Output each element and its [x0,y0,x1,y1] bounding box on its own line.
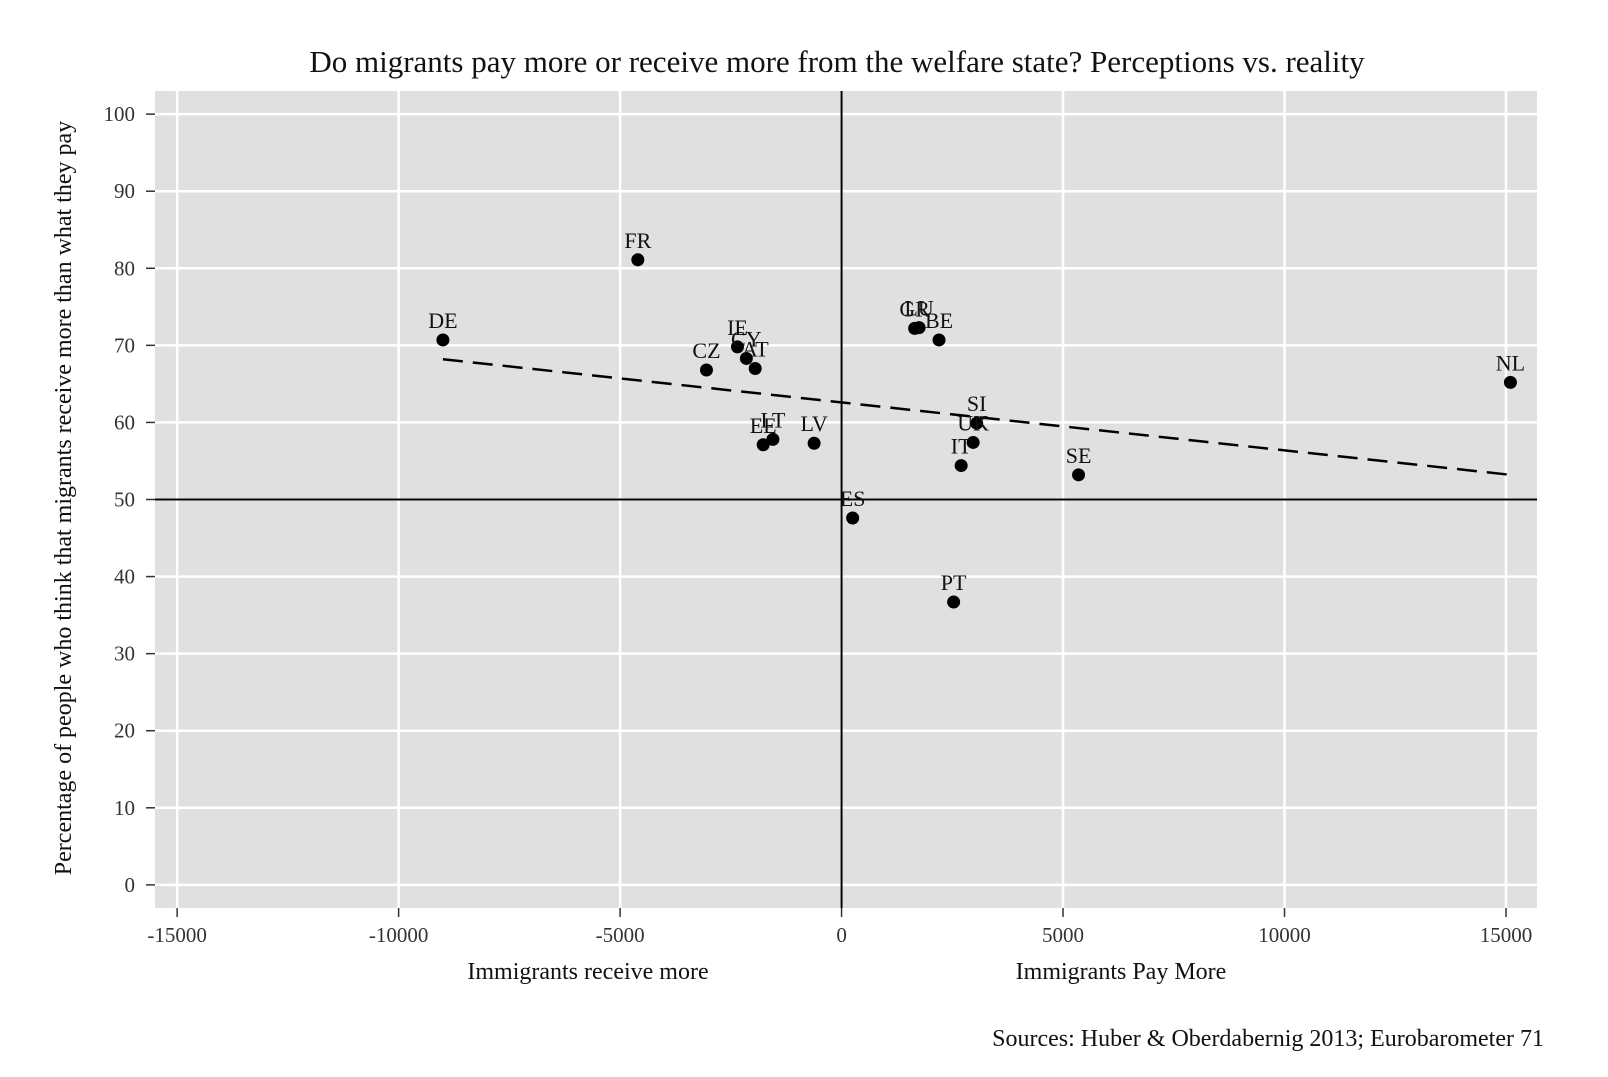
x-tick-label: 15000 [1480,923,1533,947]
data-point-be [932,333,946,347]
point-label-gr: GR [899,296,930,321]
y-tick-label: 0 [125,873,136,897]
data-point-lu [912,321,926,335]
point-label-es: ES [840,486,866,511]
point-label-cy: CY [731,326,762,351]
chart-title: Do migrants pay more or receive more fro… [309,44,1365,79]
reference-lines [155,91,1537,908]
point-label-de: DE [428,308,457,333]
y-tick-label: 20 [114,719,135,743]
point-label-it: IT [951,434,972,459]
point-label-lt: LT [760,407,785,432]
y-tick-label: 60 [114,410,135,434]
x-axis-ticks: -15000 -10000 -5000 0 5000 10000 15000 [147,908,1532,947]
data-point-cz [699,363,713,377]
gridlines [155,91,1537,908]
x-axis-title-left: Immigrants receive more [467,959,708,985]
data-point-nl [1503,375,1517,389]
point-label-uk: UK [957,410,989,435]
y-tick-label: 30 [114,642,135,666]
x-tick-label: 10000 [1258,923,1311,947]
x-tick-label: 0 [836,923,847,947]
y-axis-title: Percentage of people who think that migr… [51,121,77,875]
x-axis-title-right: Immigrants Pay More [1016,959,1227,985]
data-point-de [436,333,450,347]
y-tick-label: 40 [114,565,135,589]
y-tick-label: 100 [104,102,136,126]
y-tick-label: 80 [114,256,135,280]
data-point-ee [756,438,770,452]
data-point-cy [739,351,753,365]
data-point-fr [631,253,645,267]
source-note: Sources: Huber & Oberdabernig 2013; Euro… [992,1026,1544,1052]
data-point-lt [766,432,780,446]
point-label-lu: LU [904,296,933,321]
data-point-lv [807,436,821,450]
data-point-es [846,511,860,525]
point-label-lv: LV [800,411,827,436]
point-label-si: SI [967,391,987,416]
y-tick-label: 50 [114,488,135,512]
x-tick-label: -15000 [147,923,207,947]
y-tick-label: 10 [114,796,135,820]
data-point-it [954,459,968,473]
y-tick-label: 90 [114,179,135,203]
point-label-cz: CZ [692,338,720,363]
y-tick-label: 70 [114,333,135,357]
x-tick-label: -10000 [369,923,429,947]
x-tick-label: 5000 [1042,923,1084,947]
point-label-be: BE [925,308,953,333]
data-points [436,253,1517,609]
data-point-pt [947,595,961,609]
x-tick-label: -5000 [596,923,645,947]
point-label-nl: NL [1496,350,1525,375]
data-point-at [748,361,762,375]
y-axis-ticks: 0 10 20 30 40 50 60 70 80 90 100 [104,102,155,897]
point-label-at: AT [742,336,769,361]
point-label-ee: EE [750,413,777,438]
data-point-se [1072,468,1086,482]
point-label-se: SE [1066,443,1092,468]
data-point-ie [730,340,744,354]
point-label-fr: FR [624,228,651,253]
data-point-uk [966,435,980,449]
data-point-si [970,416,984,430]
point-label-pt: PT [941,570,967,595]
point-label-ie: IE [727,315,748,340]
